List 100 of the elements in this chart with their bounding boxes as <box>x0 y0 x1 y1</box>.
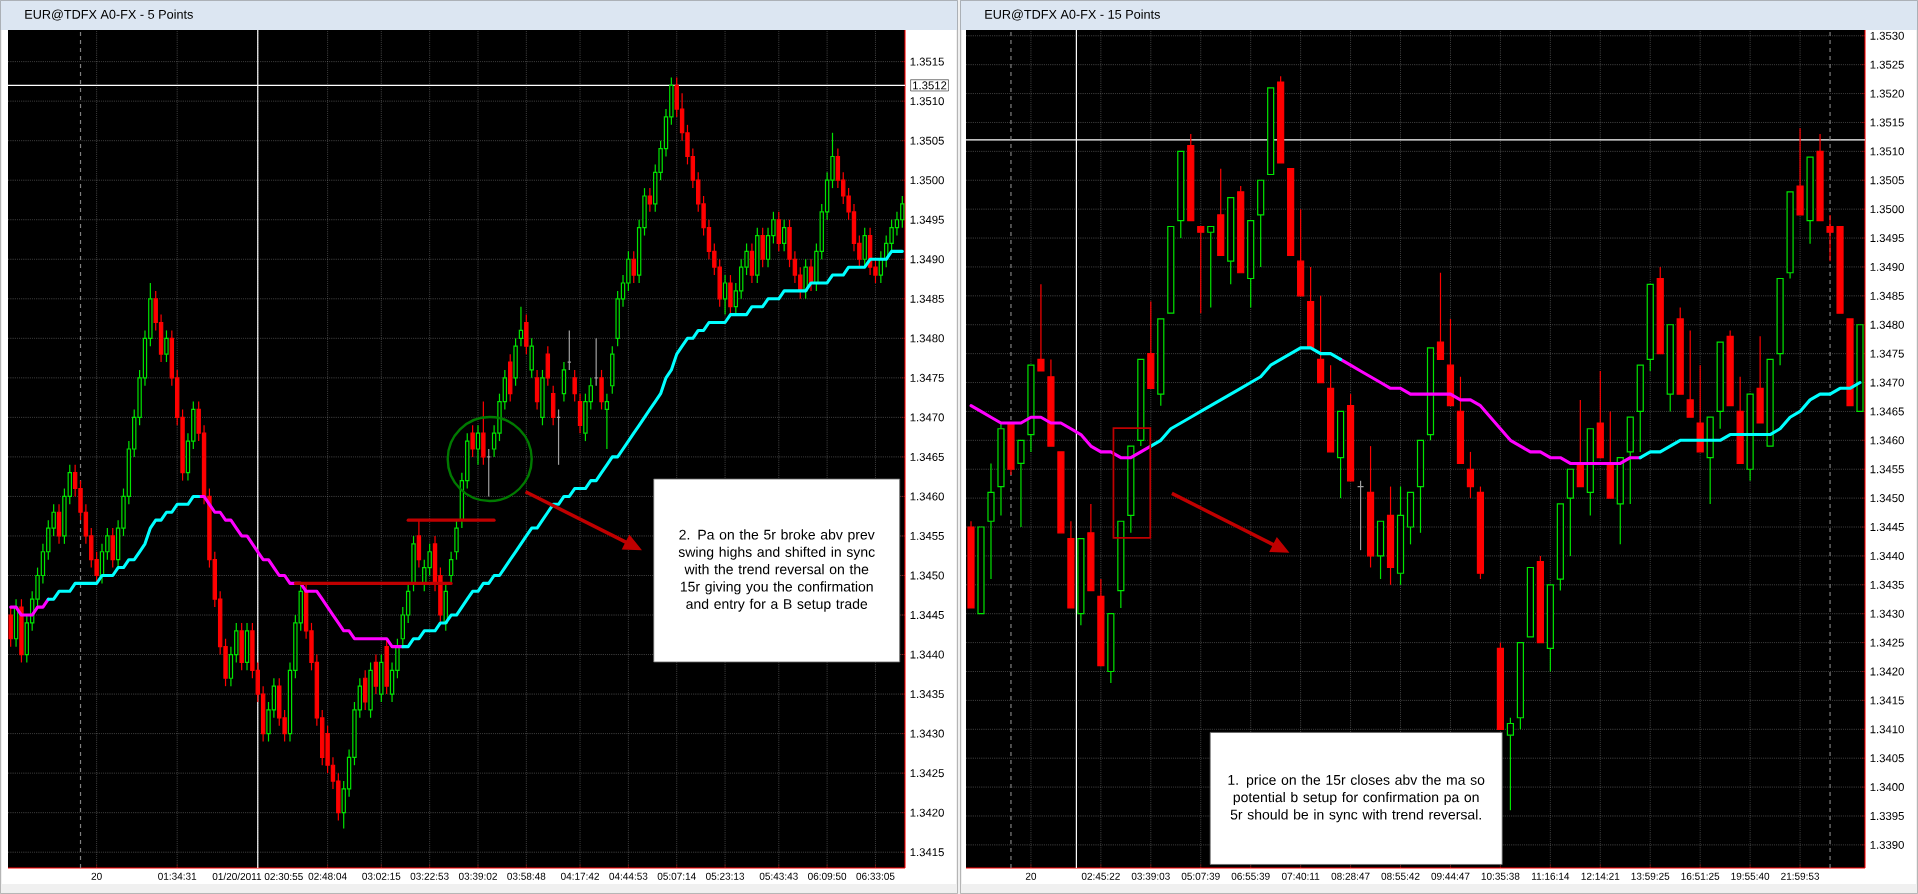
candlestick <box>577 393 583 434</box>
x-tick-label: 19:55:40 <box>1731 872 1770 880</box>
y-tick-label: 1.3515 <box>910 57 944 66</box>
x-tick-label: 21:59:53 <box>1781 872 1820 880</box>
y-tick-label: 1.3465 <box>1870 407 1904 416</box>
y-tick-label: 1.3440 <box>1870 551 1904 560</box>
y-tick-label: 1.3420 <box>1870 667 1904 676</box>
y-tick-label: 1.3430 <box>1870 609 1904 618</box>
y-tick-label: 1.3485 <box>1870 291 1904 300</box>
x-tick-label: 10:35:38 <box>1481 872 1520 880</box>
x-tick-label: 04:17:42 <box>560 872 599 880</box>
y-tick-label: 1.3530 <box>1870 31 1904 40</box>
x-tick-label: 08:28:47 <box>1331 872 1370 880</box>
y-tick-label: 1.3455 <box>910 531 944 540</box>
candlestick <box>448 551 454 584</box>
y-tick-label: 1.3475 <box>910 373 944 382</box>
x-tick-label: 03:22:53 <box>410 872 449 880</box>
x-tick-label: 05:07:14 <box>657 872 696 880</box>
x-tick-label: 03:39:03 <box>1131 872 1170 880</box>
y-tick-label: 1.3445 <box>1870 523 1904 532</box>
y-tick-label: 1.3425 <box>910 769 944 778</box>
y-tick-label: 1.3460 <box>910 492 944 501</box>
candlestick <box>518 306 524 347</box>
x-tick-label: 13:59:25 <box>1631 872 1670 880</box>
x-tick-label: 03:58:48 <box>507 872 546 880</box>
candlestick <box>749 242 755 284</box>
y-tick-label: 1.3500 <box>1870 205 1904 214</box>
y-tick-label: 1.3410 <box>1870 725 1904 734</box>
x-tick-label: 06:55:39 <box>1231 872 1270 880</box>
y-tick-label: 1.3415 <box>1870 696 1904 705</box>
candlestick <box>1826 214 1834 262</box>
x-tick-label: 02:45:22 <box>1081 872 1120 880</box>
candlestick <box>987 462 995 580</box>
y-tick-label: 1.3475 <box>1870 349 1904 358</box>
x-tick-label: 05:07:39 <box>1181 872 1220 880</box>
y-tick-label: 1.3505 <box>1870 176 1904 185</box>
y-tick-label: 1.3510 <box>910 97 944 106</box>
y-tick-label: 1.3425 <box>1870 638 1904 647</box>
y-tick-label: 1.3435 <box>1870 580 1904 589</box>
chart-title: EUR@TDFX A0-FX - 5 Points <box>25 9 193 21</box>
y-tick-label: 1.3520 <box>1870 89 1904 98</box>
ref-line-label: 1.3512 <box>913 81 947 90</box>
y-tick-label: 1.3470 <box>910 413 944 422</box>
candlestick <box>534 369 540 411</box>
x-tick-label: 03:02:15 <box>362 872 401 880</box>
x-tick-label: 02:48:04 <box>308 872 347 880</box>
y-tick-label: 1.3490 <box>1870 262 1904 271</box>
y-tick-label: 1.3490 <box>910 255 944 264</box>
y-tick-label: 1.3395 <box>1870 811 1904 820</box>
y-tick-label: 1.3440 <box>910 650 944 659</box>
y-tick-label: 1.3480 <box>1870 320 1904 329</box>
candlestick <box>561 361 567 403</box>
y-tick-label: 1.3465 <box>910 452 944 461</box>
candlestick <box>373 653 379 695</box>
y-tick-label: 1.3430 <box>910 729 944 738</box>
y-tick-label: 1.3415 <box>910 848 944 857</box>
y-tick-label: 1.3510 <box>1870 147 1904 156</box>
x-tick-label: 16:51:25 <box>1681 872 1720 880</box>
y-tick-label: 1.3485 <box>910 294 944 303</box>
x-tick-label: 08:55:42 <box>1381 872 1420 880</box>
y-tick-label: 1.3420 <box>910 808 944 817</box>
annotation: 1. price on the 15r closes abv the ma so potential b setup for confirmation pa on 5r should be in sync with trend reversal. <box>1228 774 1485 823</box>
x-tick-label: 20 <box>91 872 102 880</box>
candlestick <box>997 422 1005 517</box>
x-tick-label: 01/20/2011 02:30:55 <box>212 872 303 881</box>
y-tick-label: 1.3455 <box>1870 465 1904 474</box>
y-tick-label: 1.3495 <box>910 215 944 224</box>
annotation: 2. Pa on the 5r broke abv prev swing highs and shifted in sync with the trend reversal on the 15r giving you the confirmation and entry for a B setup trade <box>678 529 875 612</box>
y-tick-label: 1.3480 <box>910 334 944 343</box>
y-tick-label: 1.3470 <box>1870 378 1904 387</box>
y-tick-label: 1.3400 <box>1870 783 1904 792</box>
y-tick-label: 1.3390 <box>1870 840 1904 849</box>
candlestick <box>647 187 653 213</box>
x-tick-label: 03:39:02 <box>458 872 497 880</box>
chart-title: EUR@TDFX A0-FX - 15 Points <box>985 9 1160 21</box>
x-tick-label: 11:16:14 <box>1532 872 1570 880</box>
y-tick-label: 1.3460 <box>1870 436 1904 445</box>
candlestick <box>416 519 422 569</box>
y-tick-label: 1.3435 <box>910 690 944 699</box>
x-tick-label: 07:40:11 <box>1281 872 1320 880</box>
y-tick-label: 1.3450 <box>910 571 944 580</box>
x-tick-label: 04:44:53 <box>609 872 648 880</box>
y-tick-label: 1.3445 <box>910 611 944 620</box>
x-tick-label: 06:33:05 <box>856 872 895 880</box>
x-tick-label: 09:44:47 <box>1431 872 1470 880</box>
candlestick <box>244 622 250 671</box>
x-tick-label: 12:14:21 <box>1581 872 1620 880</box>
y-tick-label: 1.3405 <box>1870 754 1904 763</box>
candlestick <box>722 274 728 316</box>
candlestick <box>475 424 481 466</box>
y-tick-label: 1.3495 <box>1870 234 1904 243</box>
y-tick-label: 1.3515 <box>1870 118 1904 127</box>
y-tick-label: 1.3450 <box>1870 494 1904 503</box>
x-tick-label: 20 <box>1025 872 1037 880</box>
x-tick-label: 06:09:50 <box>808 872 847 880</box>
x-tick-label: 01:34:31 <box>158 872 197 880</box>
x-tick-label: 05:23:13 <box>706 872 745 880</box>
y-tick-label: 1.3500 <box>910 176 944 185</box>
x-tick-label: 05:43:43 <box>759 872 798 880</box>
candlestick <box>56 503 62 545</box>
